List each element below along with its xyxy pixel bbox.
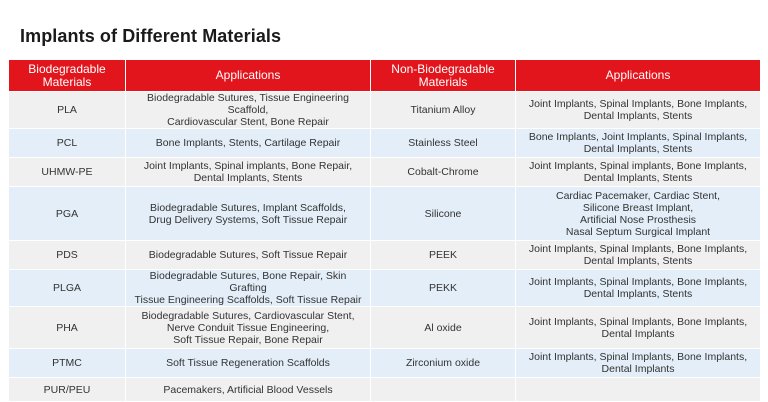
non-biodegradable-material-cell: Cobalt-Chrome <box>370 157 516 187</box>
biodegradable-material-cell: PUR/PEU <box>8 377 126 402</box>
biodegradable-material-cell: PDS <box>8 240 126 270</box>
biodegradable-material-cell: PTMC <box>8 348 126 378</box>
non-biodegradable-applications-cell: Joint Implants, Spinal Implants, Bone Im… <box>515 306 761 349</box>
non-biodegradable-material-cell: Titanium Alloy <box>370 91 516 129</box>
biodegradable-material-cell: PHA <box>8 306 126 349</box>
biodegradable-applications-cell: Soft Tissue Regeneration Scaffolds <box>125 348 371 378</box>
non-biodegradable-material-cell: PEKK <box>370 269 516 307</box>
table-row: PHA Biodegradable Sutures, Cardiovascula… <box>8 306 761 349</box>
header-biodegradable-materials: Biodegradable Materials <box>8 59 126 92</box>
non-biodegradable-material-cell: Stainless Steel <box>370 128 516 158</box>
biodegradable-applications-cell: Biodegradable Sutures, Tissue Engineerin… <box>125 91 371 129</box>
biodegradable-material-cell: UHMW-PE <box>8 157 126 187</box>
page-title: Implants of Different Materials <box>20 26 282 46</box>
biodegradable-applications-cell: Pacemakers, Artificial Blood Vessels <box>125 377 371 402</box>
non-biodegradable-material-cell: Silicone <box>370 186 516 241</box>
materials-table: Biodegradable Materials Applications Non… <box>8 59 761 402</box>
header-non-biodegradable-materials: Non-Biodegradable Materials <box>370 59 516 92</box>
table-row: UHMW-PE Joint Implants, Spinal implants,… <box>8 157 761 187</box>
non-biodegradable-applications-cell: Joint Implants, Spinal Implants, Bone Im… <box>515 240 761 270</box>
non-biodegradable-applications-cell: Joint Implants, Spinal implants, Bone Im… <box>515 157 761 187</box>
biodegradable-applications-cell: Biodegradable Sutures, Bone Repair, Skin… <box>125 269 371 307</box>
non-biodegradable-applications-cell: Joint Implants, Spinal Implants, Bone Im… <box>515 91 761 129</box>
biodegradable-applications-cell: Biodegradable Sutures, Soft Tissue Repai… <box>125 240 371 270</box>
biodegradable-applications-cell: Joint Implants, Spinal implants, Bone Re… <box>125 157 371 187</box>
non-biodegradable-material-cell: Al oxide <box>370 306 516 349</box>
table-header-row: Biodegradable Materials Applications Non… <box>8 59 761 92</box>
biodegradable-material-cell: PGA <box>8 186 126 241</box>
non-biodegradable-material-cell: Zirconium oxide <box>370 348 516 378</box>
non-biodegradable-applications-cell: Joint Implants, Spinal Implants, Bone Im… <box>515 269 761 307</box>
non-biodegradable-applications-cell <box>515 377 761 402</box>
biodegradable-material-cell: PLA <box>8 91 126 129</box>
table-row: PCL Bone Implants, Stents, Cartilage Rep… <box>8 128 761 158</box>
table-row: PTMC Soft Tissue Regeneration Scaffolds … <box>8 348 761 378</box>
table-row: PGA Biodegradable Sutures, Implant Scaff… <box>8 186 761 241</box>
biodegradable-applications-cell: Biodegradable Sutures, Cardiovascular St… <box>125 306 371 349</box>
biodegradable-applications-cell: Biodegradable Sutures, Implant Scaffolds… <box>125 186 371 241</box>
biodegradable-material-cell: PCL <box>8 128 126 158</box>
table-row: PUR/PEU Pacemakers, Artificial Blood Ves… <box>8 377 761 402</box>
table-row: PDS Biodegradable Sutures, Soft Tissue R… <box>8 240 761 270</box>
non-biodegradable-material-cell <box>370 377 516 402</box>
non-biodegradable-applications-cell: Cardiac Pacemaker, Cardiac Stent, Silico… <box>515 186 761 241</box>
biodegradable-applications-cell: Bone Implants, Stents, Cartilage Repair <box>125 128 371 158</box>
non-biodegradable-applications-cell: Joint Implants, Spinal Implants, Bone Im… <box>515 348 761 378</box>
biodegradable-material-cell: PLGA <box>8 269 126 307</box>
table-row: PLGA Biodegradable Sutures, Bone Repair,… <box>8 269 761 307</box>
header-non-biodegradable-applications: Applications <box>515 59 761 92</box>
non-biodegradable-applications-cell: Bone Implants, Joint Implants, Spinal Im… <box>515 128 761 158</box>
header-biodegradable-applications: Applications <box>125 59 371 92</box>
non-biodegradable-material-cell: PEEK <box>370 240 516 270</box>
table-row: PLA Biodegradable Sutures, Tissue Engine… <box>8 91 761 129</box>
